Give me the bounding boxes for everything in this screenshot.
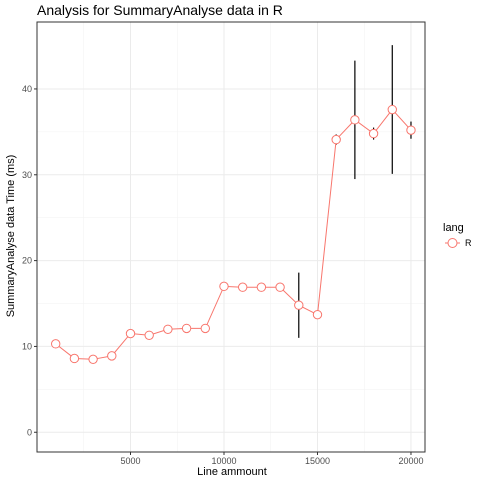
data-point [368, 128, 379, 139]
legend: lang R [443, 222, 472, 248]
data-point [294, 300, 304, 310]
data-point [256, 282, 267, 292]
data-point [163, 324, 173, 334]
data-point [331, 134, 341, 145]
y-tick-label: 40 [22, 84, 32, 94]
x-tick-label: 15000 [305, 456, 330, 466]
panel-border [36, 21, 426, 453]
x-tick-label: 20000 [398, 456, 423, 466]
y-tick-label: 10 [22, 341, 32, 351]
data-point [200, 323, 210, 334]
y-tick-label: 0 [27, 427, 32, 437]
x-tick-label: 5000 [120, 456, 140, 466]
legend-key-point [447, 238, 458, 248]
data-point [181, 323, 192, 334]
data-point [107, 351, 117, 361]
data-point [144, 330, 154, 340]
legend-entry-r: R [465, 238, 472, 248]
data-point [69, 353, 80, 364]
data-point [387, 104, 397, 115]
plot-area: 0 10 20 30 40 5000 10000 15000 20000 [22, 21, 426, 466]
data-point [406, 125, 416, 135]
y-tick-label: 20 [22, 256, 32, 266]
data-point [350, 115, 360, 125]
data-point [88, 354, 98, 365]
chart-title: Analysis for SummaryAnalyse data in R [37, 2, 283, 18]
x-tick-label: 10000 [211, 456, 236, 466]
legend-title: lang [443, 222, 464, 234]
x-axis-label: Line ammount [197, 466, 267, 478]
y-tick-label: 30 [22, 170, 32, 180]
data-point [50, 339, 61, 349]
data-point [312, 309, 323, 320]
y-axis-label: SummaryAnalyse data Time (ms) [5, 155, 17, 318]
data-point [219, 281, 229, 292]
data-point [275, 282, 285, 292]
data-point [237, 282, 248, 292]
data-point [125, 328, 136, 339]
